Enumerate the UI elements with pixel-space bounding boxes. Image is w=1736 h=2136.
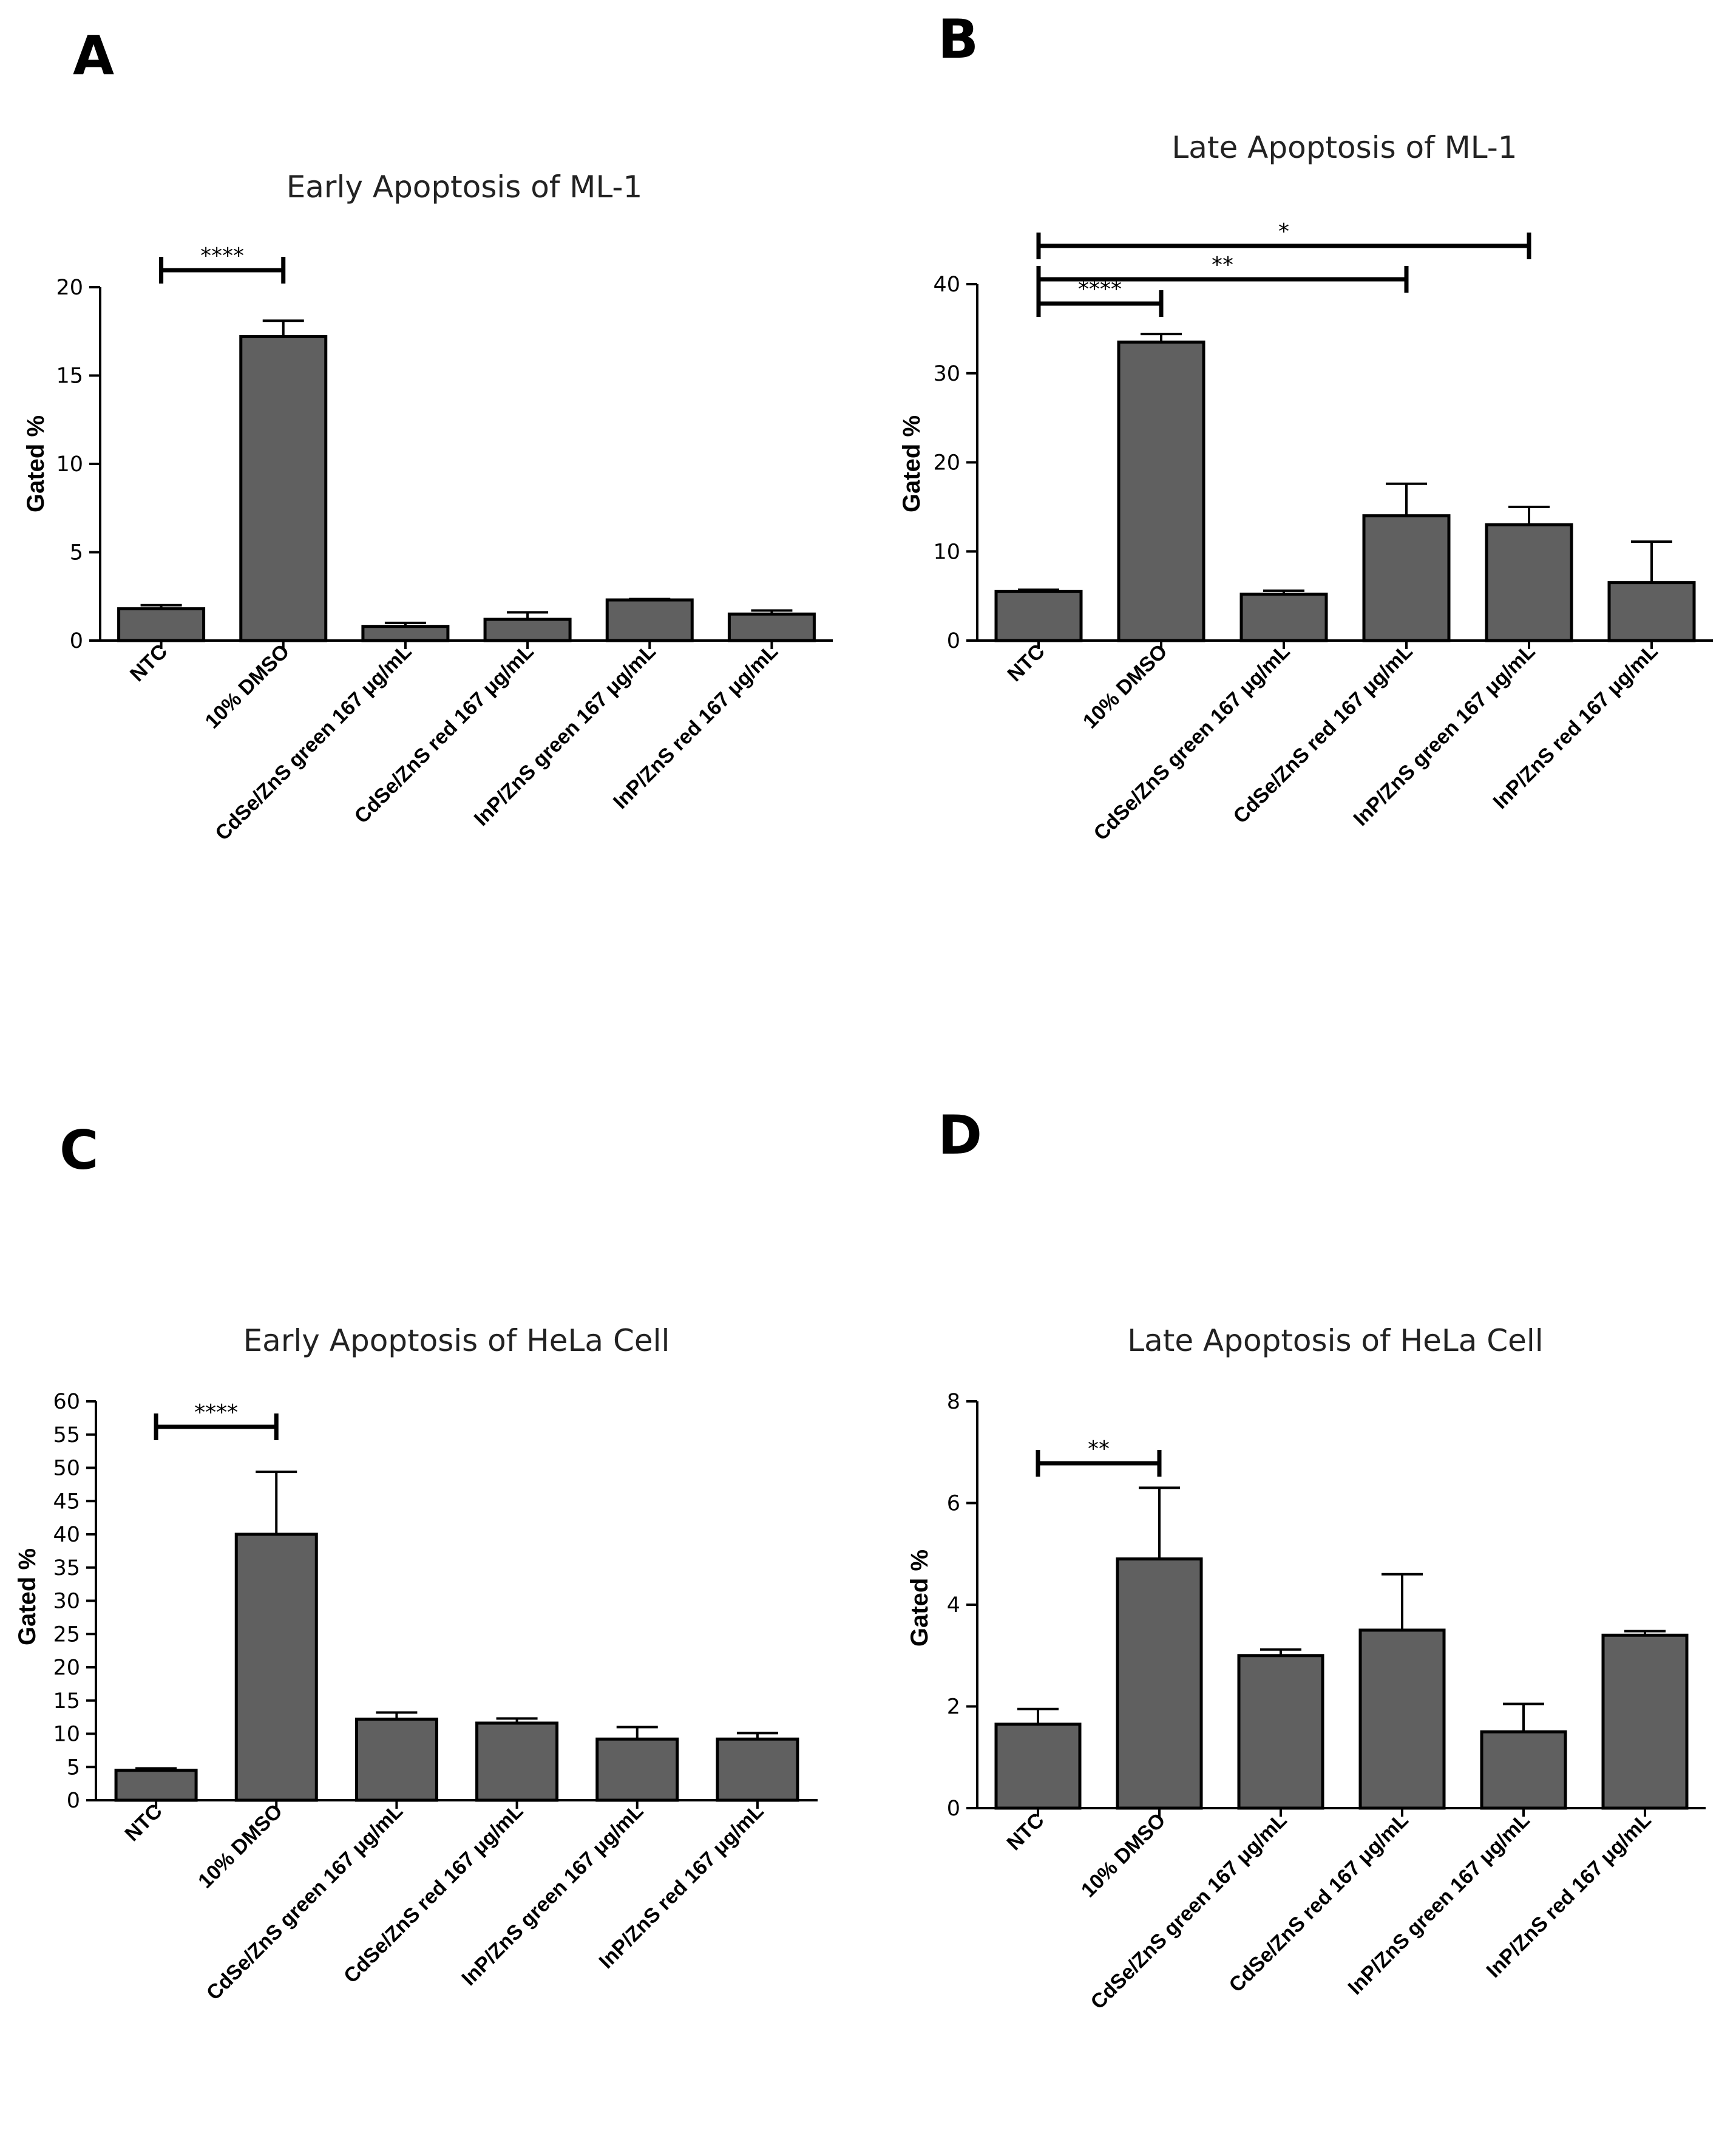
y-tick-label: 35 <box>53 1556 80 1580</box>
y-tick-label: 0 <box>947 629 960 653</box>
y-axis-label: Gated % <box>14 1548 41 1645</box>
chart-title: Late Apoptosis of ML-1 <box>1171 130 1517 165</box>
category-label: NTC <box>120 1800 166 1846</box>
bar <box>475 1721 559 1802</box>
y-tick-label: 5 <box>70 541 83 565</box>
y-axis-label: Gated % <box>898 415 925 512</box>
y-tick-label: 15 <box>56 364 83 389</box>
y-axis-label: Gated % <box>22 415 49 512</box>
category-label: CdSe/ZnS green 167 μg/mL <box>202 1800 407 2005</box>
panel-d: D Late Apoptosis of HeLa Cell Gated % 0 2… <box>906 1104 1706 2014</box>
significance-label: **** <box>200 243 244 268</box>
significance-label: **** <box>194 1400 238 1425</box>
y-tick-label: 8 <box>947 1390 960 1414</box>
chart-title: Early Apoptosis of ML-1 <box>287 169 643 205</box>
bar <box>1117 340 1205 642</box>
bar <box>994 1723 1082 1810</box>
y-tick-label: 60 <box>53 1390 80 1414</box>
y-tick-label: 5 <box>67 1755 80 1780</box>
bar <box>1485 523 1573 642</box>
y-tick-label: 15 <box>53 1689 80 1713</box>
bar <box>1239 593 1328 642</box>
category-label: 10% DMSO <box>194 1800 287 1893</box>
y-tick-label: 4 <box>947 1593 960 1617</box>
y-tick-label: 25 <box>53 1622 80 1647</box>
category-label: 10% DMSO <box>1077 1809 1170 1902</box>
bar <box>1480 1730 1567 1810</box>
bar <box>234 1532 318 1802</box>
bar <box>114 1769 198 1802</box>
y-tick-label: 6 <box>947 1492 960 1516</box>
significance-label: ** <box>1212 253 1233 277</box>
y-tick-label: 2 <box>947 1695 960 1719</box>
bar <box>1362 514 1451 642</box>
bar <box>1607 581 1696 642</box>
y-tick-label: 50 <box>53 1457 80 1481</box>
y-tick-label: 40 <box>53 1523 80 1547</box>
category-label: NTC <box>1002 1809 1048 1855</box>
bar <box>716 1737 799 1802</box>
panel-c: C Early Apoptosis of HeLa Cell Gated % 0… <box>14 1119 818 2005</box>
panel-a: A Early Apoptosis of ML-1 Gated % 0 5 10 15… <box>22 24 833 845</box>
y-tick-label: 10 <box>53 1723 80 1747</box>
y-tick-label: 0 <box>947 1797 960 1821</box>
bar <box>595 1737 679 1802</box>
bar <box>239 335 328 642</box>
category-label: CdSe/ZnS green 167 μg/mL <box>1086 1809 1291 2014</box>
y-tick-label: 0 <box>70 629 83 653</box>
significance-label: ** <box>1088 1437 1110 1461</box>
category-label: 10% DMSO <box>201 640 294 733</box>
panel-letter-a: A <box>73 24 114 87</box>
category-label: NTC <box>126 640 172 686</box>
chart-title: Late Apoptosis of HeLa Cell <box>1127 1323 1543 1358</box>
y-tick-label: 40 <box>933 273 960 297</box>
category-label: 10% DMSO <box>1079 640 1172 733</box>
y-tick-label: 10 <box>56 452 83 477</box>
y-tick-label: 55 <box>53 1423 80 1447</box>
panel-letter-d: D <box>938 1104 982 1166</box>
bar <box>1237 1654 1324 1810</box>
bar <box>1601 1633 1689 1810</box>
y-tick-label: 10 <box>933 540 960 564</box>
category-label: CdSe/ZnS green 167 μg/mL <box>211 640 416 845</box>
bar <box>994 590 1083 642</box>
bar <box>605 598 694 642</box>
panel-b: B Late Apoptosis of ML-1 Gated % 0 10 20 30… <box>898 8 1713 845</box>
y-tick-label: 20 <box>53 1656 80 1680</box>
panel-letter-b: B <box>938 8 978 70</box>
y-tick-label: 20 <box>933 451 960 475</box>
y-tick-label: 30 <box>53 1590 80 1614</box>
bar <box>1116 1557 1203 1810</box>
y-tick-label: 20 <box>56 276 83 300</box>
y-axis-label: Gated % <box>906 1549 933 1647</box>
bar <box>361 625 450 642</box>
bar <box>354 1717 438 1802</box>
chart-title: Early Apoptosis of HeLa Cell <box>243 1323 670 1358</box>
y-tick-label: 0 <box>67 1789 80 1813</box>
category-label: CdSe/ZnS green 167 μg/mL <box>1089 640 1294 845</box>
category-label: NTC <box>1003 640 1049 686</box>
panel-letter-c: C <box>59 1119 99 1182</box>
bar <box>117 607 206 642</box>
bar <box>483 617 572 642</box>
y-tick-label: 45 <box>53 1489 80 1514</box>
y-tick-label: 30 <box>933 362 960 386</box>
bar <box>1358 1628 1446 1810</box>
significance-label: * <box>1278 219 1289 244</box>
bar <box>727 612 816 642</box>
